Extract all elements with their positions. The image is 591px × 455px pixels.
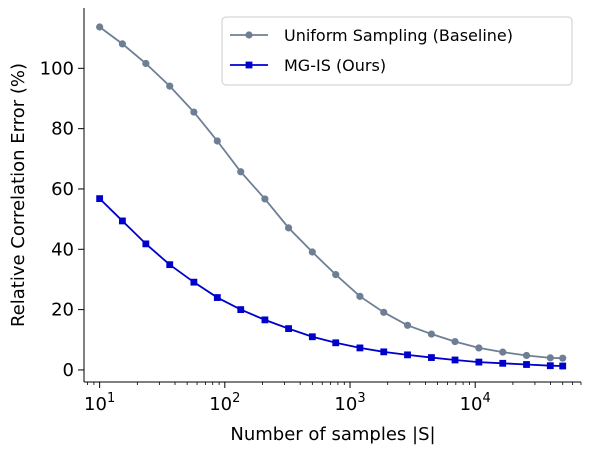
y-tick-label: 60	[51, 179, 74, 200]
y-tick-label: 100	[40, 58, 74, 79]
data-point	[332, 339, 340, 347]
data-point	[261, 316, 269, 324]
data-point	[523, 361, 530, 368]
data-point	[166, 82, 174, 90]
data-point	[380, 348, 388, 356]
series-markers-layer	[96, 23, 567, 370]
data-point	[499, 359, 507, 367]
data-point	[142, 59, 150, 68]
data-point	[451, 356, 459, 364]
data-point	[522, 351, 531, 360]
data-point	[546, 362, 554, 370]
x-tick-label: 104	[460, 391, 491, 415]
data-point	[404, 351, 411, 359]
data-point	[475, 344, 483, 352]
data-point	[118, 40, 127, 48]
x-axis-label: Number of samples |S|	[230, 424, 435, 445]
data-point	[237, 168, 245, 176]
legend-items: Uniform Sampling (Baseline) MG-IS (Ours)	[230, 26, 513, 75]
data-point	[96, 195, 104, 203]
data-point	[308, 333, 316, 341]
data-point	[546, 354, 554, 362]
data-point	[190, 108, 198, 116]
data-point	[96, 23, 104, 31]
data-point	[237, 306, 245, 314]
legend-label: Uniform Sampling (Baseline)	[284, 26, 513, 45]
legend-marker	[245, 61, 253, 69]
legend-frame	[221, 16, 573, 86]
ticks-layer: 0 20 40 60 80 100 101 102 103 104	[40, 58, 582, 415]
data-point	[213, 294, 221, 301]
data-point	[403, 321, 412, 329]
data-point	[427, 330, 436, 338]
data-point	[475, 358, 483, 366]
y-tick-label: 80	[51, 119, 74, 140]
legend: Uniform Sampling (Baseline) MG-IS (Ours)	[221, 16, 573, 86]
series-line-2	[99, 197, 563, 367]
data-point	[213, 137, 221, 145]
data-point	[119, 217, 126, 225]
data-point	[332, 271, 340, 279]
data-point	[166, 261, 174, 269]
data-point	[285, 325, 292, 333]
legend-marker	[245, 31, 253, 39]
data-point	[559, 354, 567, 362]
data-point	[284, 224, 293, 232]
x-tick-label: 102	[209, 391, 240, 415]
data-point	[356, 344, 364, 352]
data-point	[380, 308, 388, 316]
legend-label: MG-IS (Ours)	[284, 56, 386, 75]
data-point	[261, 195, 269, 203]
y-tick-label: 20	[51, 300, 74, 321]
data-point	[190, 278, 198, 286]
y-tick-label: 40	[51, 239, 74, 260]
y-axis-label: Relative Correlation Error (%)	[8, 63, 29, 327]
data-point	[499, 348, 507, 356]
data-point	[451, 337, 459, 346]
y-tick-label: 0	[63, 360, 74, 381]
data-point	[356, 292, 364, 300]
data-point	[142, 240, 150, 248]
x-tick-label: 103	[334, 391, 365, 415]
x-tick-label: 101	[84, 391, 115, 415]
data-point	[559, 362, 567, 370]
data-point	[428, 354, 435, 361]
data-point	[308, 248, 316, 256]
